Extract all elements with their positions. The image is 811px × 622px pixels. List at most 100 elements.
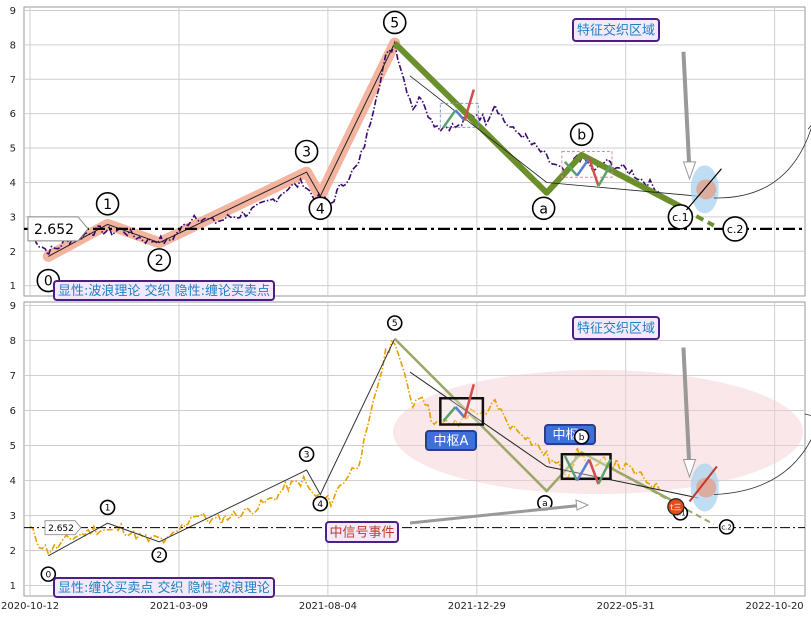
reference-tag-top: 2.652 (27, 216, 89, 242)
top-y-tick-label: 4 (10, 178, 16, 189)
x-axis: 2020-10-12 2021-03-09 2021-08-04 2021-12-29… (1, 601, 804, 612)
wave-label-5-circle (382, 10, 407, 35)
wave-label-4-circle (308, 196, 333, 221)
bottom-frame (23, 301, 806, 597)
bottom-y-tick-label: 1 (10, 581, 16, 592)
signal-arrow-head (575, 499, 590, 511)
top-y-tick-label: 9 (10, 6, 16, 17)
info-label-bottom: 显性:缠论买卖点 交织 隐性:波浪理论 (58, 580, 270, 596)
zone-arrow-head-bottom (682, 459, 697, 479)
wave-label-small-4-circle (312, 495, 329, 512)
wave-label-5: 5 (390, 16, 399, 32)
info-label-top: 显性:波浪理论 交织 隐性:缠论买卖点 (58, 283, 270, 299)
wave-label-0: 0 (44, 274, 53, 290)
hub-zigzag-b-top (576, 157, 591, 177)
reference-label-top: 2.652 (34, 222, 74, 238)
hub-zigzag-b-top (563, 160, 579, 177)
zone-label-bottom-box (572, 316, 660, 340)
bottom-y-tick-label: 4 (10, 476, 16, 487)
zone-dot-bottom (696, 477, 717, 498)
x-tick-label: 2022-10-20 (746, 601, 804, 612)
bottom-y-tick-label: 9 (10, 301, 16, 312)
wave-label-c-1-circle (667, 204, 694, 230)
wave-label-a: a (539, 201, 548, 217)
x-tick-label: 2022-05-31 (597, 601, 655, 612)
wave-label-small-c-2: c.2 (721, 523, 732, 531)
wave-label-3: 3 (302, 145, 311, 161)
wave-label-small-c-2-circle (718, 519, 735, 535)
wave-label-c-2-circle (722, 216, 748, 242)
projection-arrowhead-bottom (804, 413, 811, 416)
wave-label-2: 2 (155, 253, 164, 269)
hub-zigzag-b-top (597, 164, 612, 187)
price-line-bottom (29, 339, 660, 556)
top-y-tick-label: 3 (10, 212, 16, 223)
hub-box-b-top (561, 151, 613, 178)
wave-label-1: 1 (103, 197, 112, 213)
projection-curve-bottom (713, 438, 811, 495)
top-y-tick-label: 1 (10, 281, 16, 292)
wave-label-small-b-circle (573, 428, 590, 445)
hub-zigzag-a (442, 406, 457, 422)
bottom-y-tick-label: 7 (10, 371, 16, 382)
trend-line-bottom (409, 371, 699, 499)
top-frame (23, 6, 806, 297)
hub-zigzag-b (576, 458, 591, 482)
hub-zigzag-b (597, 458, 612, 485)
zone-arrow-shaft-bottom (681, 347, 692, 471)
hub-zigzag-a-top (442, 109, 457, 129)
wave-label-2-circle (147, 248, 172, 272)
top-y-tick-label: 7 (10, 75, 16, 86)
hub-box-a (439, 397, 485, 426)
wave-label-small-b: b (579, 433, 585, 443)
bottom-y-tick-label: 6 (10, 406, 16, 417)
zone-label-bottom: 特征交织区域 (577, 321, 655, 337)
signal-arrow-shaft (409, 503, 585, 525)
x-tick-label: 2020-10-12 (1, 601, 59, 612)
x-tick-label: 2021-12-29 (448, 601, 506, 612)
x-tick-label: 2021-08-04 (299, 601, 357, 612)
buy-marker (667, 498, 685, 516)
correction-projection-bottom (581, 451, 715, 526)
wave-label-small-a: a (542, 499, 548, 509)
top-y-tick-label: 2 (10, 247, 16, 258)
wave-label-small-2-circle (151, 547, 168, 563)
wave-label-a-circle (531, 196, 556, 221)
x-tick-label: 2021-03-09 (150, 601, 208, 612)
zone-tangent-bottom (688, 465, 718, 503)
reference-tag-bottom: 2.652 (44, 520, 82, 536)
zone-dot-top (696, 179, 717, 200)
zone-arrow-shaft-top (681, 51, 692, 173)
hub-box-a-top (439, 102, 479, 128)
projection-arrowhead-top (807, 125, 811, 131)
reference-tag-shape (27, 216, 89, 242)
top-y-tick-label: 8 (10, 40, 16, 51)
top-y-tick-label: 5 (10, 144, 16, 155)
hub-a-label-box (425, 430, 477, 451)
signal-label-box (325, 521, 399, 543)
wave-label-1-circle (95, 191, 120, 216)
hub-zigzag-a (454, 406, 466, 419)
wave-label-small-0: 0 (45, 570, 51, 580)
top-panel: 1 2 3 4 5 6 7 8 9 2.652 0 1 2 3 4 5 a b c.1 c.2 特征交织区域显性:波浪理… (10, 6, 811, 301)
hub-zigzag-a-top (454, 109, 466, 122)
price-line-top (29, 40, 660, 258)
bottom-panel: 123456789中枢A中枢B2.652012345abc.1c.2t三特征交织… (10, 301, 811, 598)
signal-label: 中信号事件 (329, 526, 394, 541)
wave-label-small-5-circle (386, 315, 403, 331)
wave-label-small-2: 2 (156, 551, 162, 561)
hub-a-label: 中枢A (434, 434, 469, 449)
info-label-top-box (53, 280, 275, 301)
wave-label-b: b (577, 127, 586, 143)
wave-label-small-3: 3 (304, 450, 310, 460)
zone-tangent-top (686, 168, 722, 211)
wave-label-small-4: 4 (317, 500, 323, 510)
zone-label-top: 特征交织区域 (577, 23, 655, 39)
wave-label-small-1-circle (99, 499, 116, 516)
top-y-tick-label: 6 (10, 109, 16, 120)
info-label-bottom-box (53, 577, 275, 598)
buy-marker-label: t三 (670, 503, 681, 512)
hub-zigzag-b (563, 455, 579, 482)
